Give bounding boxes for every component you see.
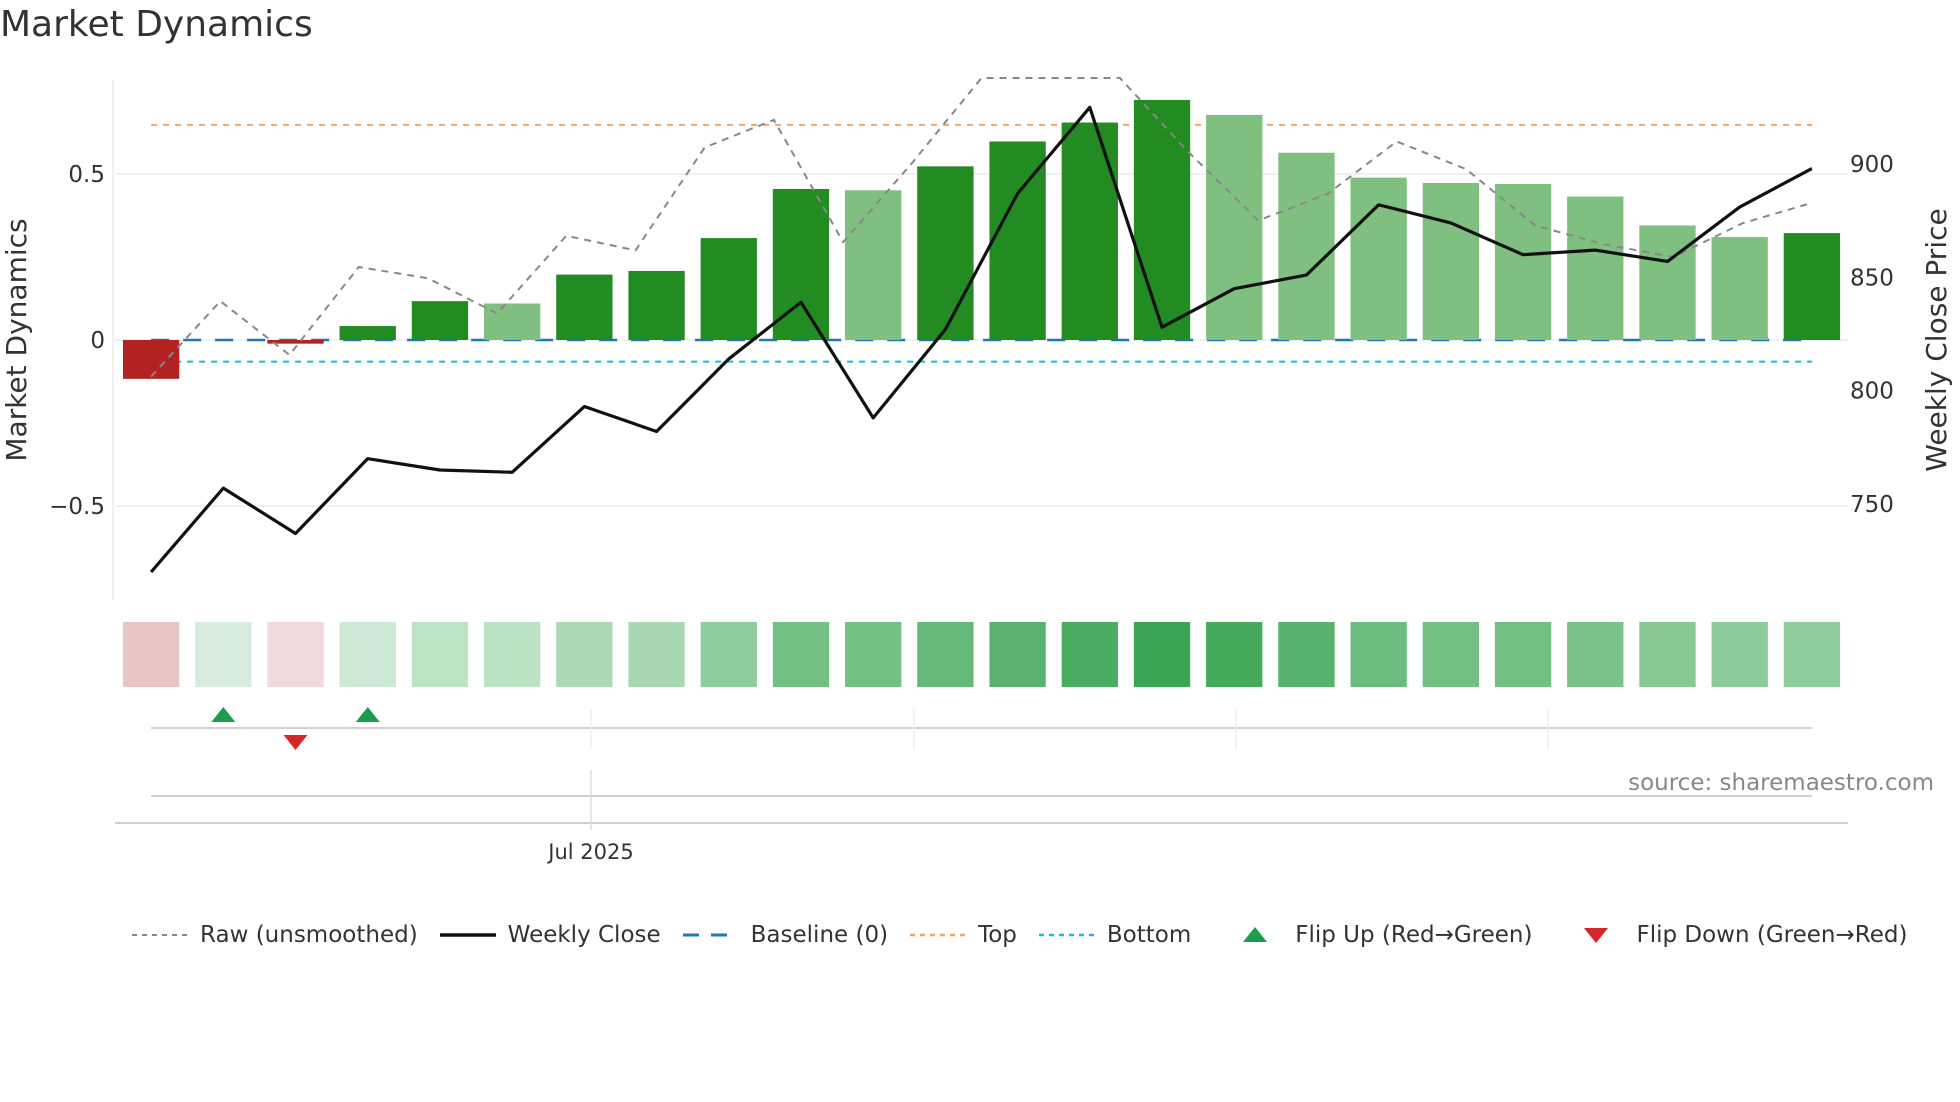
dynamics-bar	[1061, 122, 1118, 340]
dynamics-bar	[1567, 196, 1624, 340]
weekly-close-line	[149, 105, 1813, 574]
dynamics-bar	[1422, 182, 1480, 340]
strip-cell	[1278, 622, 1335, 687]
legend-label: Raw (unsmoothed)	[200, 922, 418, 948]
strip-cell	[1639, 622, 1696, 687]
flip-up-icon	[355, 707, 380, 722]
chart-title: Market Dynamics	[0, 4, 313, 45]
long-dash-line-icon	[681, 925, 741, 945]
legend-label: Top	[978, 922, 1017, 948]
dynamics-bar	[556, 274, 613, 340]
solid-line-icon	[438, 925, 498, 945]
legend-item: Raw (unsmoothed)	[130, 922, 418, 948]
legend-item: Bottom	[1037, 922, 1191, 948]
dynamics-bar	[267, 340, 324, 344]
strip-cell	[1350, 622, 1407, 687]
legend-item: Baseline (0)	[681, 922, 888, 948]
legend-label: Flip Down (Green→Red)	[1636, 922, 1908, 948]
strip-cell	[700, 622, 757, 687]
gridlines	[112, 80, 1848, 600]
dynamics-bar	[122, 340, 180, 379]
dynamics-bar	[845, 190, 902, 340]
strip-cell	[483, 622, 541, 687]
dynamics-bar	[700, 238, 757, 340]
raw-polyline	[150, 77, 1813, 378]
flip-up-icon	[211, 707, 236, 722]
dynamics-bar	[339, 326, 396, 340]
legend-label: Bottom	[1106, 922, 1192, 948]
strip-cell	[1783, 622, 1841, 687]
flip-down-icon	[283, 735, 308, 750]
heatmap-strip	[122, 622, 1841, 687]
flip-markers: Jul 2025	[115, 707, 1848, 864]
dynamics-bar	[411, 301, 469, 340]
dashed-line-icon	[130, 925, 190, 945]
strip-cell	[1422, 622, 1480, 687]
dynamics-bar	[989, 141, 1046, 340]
strip-cell	[628, 622, 685, 687]
strip-cell	[556, 622, 613, 687]
y2-tick-label: 900	[1850, 152, 1894, 178]
dynamics-bar	[1711, 237, 1768, 340]
dynamics-bar	[1278, 152, 1335, 340]
y-tick-label: 0.5	[68, 162, 105, 188]
source-note: source: sharemaestro.com	[1628, 770, 1934, 796]
strip-cell	[339, 622, 396, 687]
legend-item: Flip Down (Green→Red)	[1566, 922, 1907, 948]
y-axis-title: Market Dynamics	[0, 218, 33, 461]
raw-line	[150, 77, 1813, 378]
strip-cell	[845, 622, 902, 687]
legend-item: Weekly Close	[438, 922, 661, 948]
legend-label: Baseline (0)	[750, 922, 889, 948]
dynamics-bar	[483, 303, 541, 340]
legend: Raw (unsmoothed) Weekly Close Baseline (0)…	[130, 922, 1927, 948]
y2-tick-label: 800	[1850, 379, 1894, 405]
dynamics-bar	[1133, 99, 1191, 341]
dynamics-bar	[917, 166, 974, 340]
dynamics-bar	[1206, 114, 1263, 341]
legend-label: Weekly Close	[507, 922, 661, 948]
strip-cell	[267, 622, 324, 687]
y2-axis-title: Weekly Close Price	[1920, 208, 1953, 471]
strip-cell	[1061, 622, 1118, 687]
strip-cell	[1206, 622, 1263, 687]
dotted-line-icon	[1037, 925, 1097, 945]
y-tick-label: 0	[90, 328, 105, 354]
triangle-down-icon	[1566, 925, 1626, 945]
dynamics-bar	[772, 188, 830, 340]
dynamics-bar	[1494, 183, 1552, 340]
y2-tick-label: 750	[1850, 492, 1894, 518]
dotted-line-icon	[908, 925, 968, 945]
strip-cell	[122, 622, 180, 687]
dynamics-bar	[1783, 233, 1841, 340]
x-tick-label: Jul 2025	[546, 840, 633, 864]
dynamics-bar	[1639, 225, 1696, 340]
reference-lines	[151, 123, 1812, 363]
y2-tick-label: 850	[1850, 265, 1894, 291]
legend-item: Flip Up (Red→Green)	[1225, 922, 1532, 948]
strip-cell	[195, 622, 252, 687]
strip-cell	[917, 622, 974, 687]
strip-cell	[1567, 622, 1624, 687]
legend-label: Flip Up (Red→Green)	[1295, 922, 1533, 948]
strip-cell	[411, 622, 469, 687]
weekly-close-polyline	[149, 105, 1813, 574]
strip-cell	[989, 622, 1046, 687]
dynamics-bar	[1350, 177, 1407, 340]
legend-item: Top	[908, 922, 1017, 948]
strip-cell	[1711, 622, 1768, 687]
strip-cell	[1494, 622, 1552, 687]
y-tick-label: −0.5	[49, 494, 105, 520]
dynamics-bars	[122, 99, 1841, 379]
strip-cell	[772, 622, 830, 687]
axes: −0.5 0 0.5 750 800 850 900 Market Dynamics Weekl…	[0, 152, 1953, 520]
triangle-up-icon	[1225, 925, 1285, 945]
strip-cell	[1133, 622, 1191, 687]
dynamics-bar	[628, 270, 685, 340]
